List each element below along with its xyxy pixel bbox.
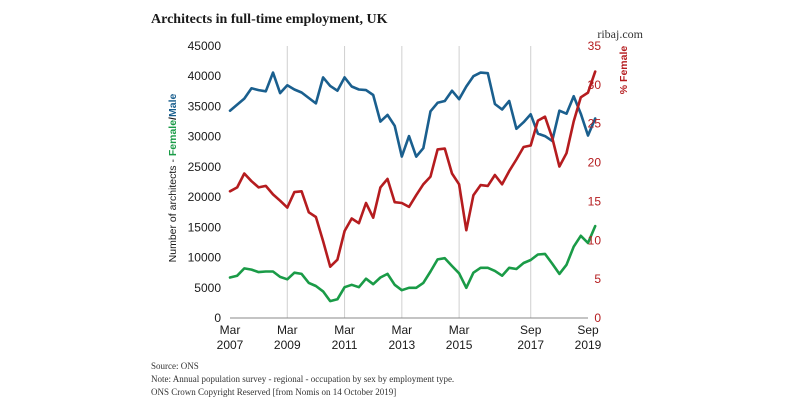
right-y-tick: 30 bbox=[588, 78, 602, 92]
ylabel-female: Female bbox=[167, 120, 179, 156]
x-tick-year: 2007 bbox=[217, 338, 244, 352]
x-tick-month: Mar bbox=[334, 323, 355, 337]
left-y-tick: 0 bbox=[214, 311, 221, 325]
x-tick-month: Mar bbox=[449, 323, 470, 337]
left-y-tick: 30000 bbox=[188, 130, 222, 144]
x-tick-year: 2019 bbox=[575, 338, 602, 352]
right-y-tick: 0 bbox=[594, 311, 601, 325]
right-y-tick-labels: 0 5 10 15 20 25 30 35 bbox=[588, 39, 602, 325]
left-y-tick: 40000 bbox=[188, 69, 222, 83]
right-y-tick: 10 bbox=[588, 233, 602, 247]
credit-text: ribaj.com bbox=[597, 27, 643, 41]
note-text: Note: Annual population survey - regiona… bbox=[151, 374, 454, 384]
female-series-line bbox=[228, 224, 597, 303]
left-y-tick: 5000 bbox=[194, 281, 221, 295]
source-text: Source: ONS bbox=[151, 361, 199, 371]
right-y-tick: 15 bbox=[588, 194, 602, 208]
x-tick-month: Sep bbox=[577, 323, 599, 337]
x-tick-year: 2009 bbox=[274, 338, 301, 352]
x-tick-month: Mar bbox=[392, 323, 413, 337]
left-y-tick: 15000 bbox=[188, 220, 222, 234]
ylabel-prefix: Number of architects - bbox=[167, 156, 179, 262]
x-tick-year: 2015 bbox=[446, 338, 473, 352]
copyright-text: ONS Crown Copyright Reserved [from Nomis… bbox=[151, 387, 396, 397]
right-y-tick: 25 bbox=[588, 117, 602, 131]
right-y-tick: 20 bbox=[588, 156, 602, 170]
left-y-tick-labels: 0 5000 10000 15000 20000 25000 30000 35000 40000… bbox=[188, 39, 222, 325]
right-y-tick: 5 bbox=[594, 272, 601, 286]
left-y-tick: 45000 bbox=[188, 39, 222, 53]
right-y-axis-label: % Female bbox=[618, 46, 630, 95]
pct-female-series-line bbox=[228, 70, 597, 269]
right-y-tick: 35 bbox=[588, 39, 602, 53]
vertical-gridlines bbox=[286, 46, 532, 318]
x-tick-month: Sep bbox=[520, 323, 542, 337]
x-tick-month: Mar bbox=[277, 323, 298, 337]
left-y-tick: 35000 bbox=[188, 99, 222, 113]
x-tick-year: 2017 bbox=[517, 338, 544, 352]
left-y-tick: 20000 bbox=[188, 190, 222, 204]
ylabel-male: Male bbox=[167, 94, 179, 118]
x-tick-month: Mar bbox=[220, 323, 241, 337]
chart-title: Architects in full-time employment, UK bbox=[151, 12, 388, 27]
left-y-axis-label: Number of architects - Female/Male bbox=[167, 94, 179, 263]
x-tick-labels: Mar2007Mar2009Mar2011Mar2013Mar2015Sep20… bbox=[217, 323, 602, 352]
left-y-tick: 10000 bbox=[188, 251, 222, 265]
left-y-tick: 25000 bbox=[188, 160, 222, 174]
series-lines bbox=[228, 70, 597, 303]
x-tick-year: 2013 bbox=[388, 338, 415, 352]
x-tick-year: 2011 bbox=[332, 338, 358, 352]
ylabel-separator: / bbox=[167, 117, 179, 120]
male-series-line bbox=[228, 71, 597, 158]
